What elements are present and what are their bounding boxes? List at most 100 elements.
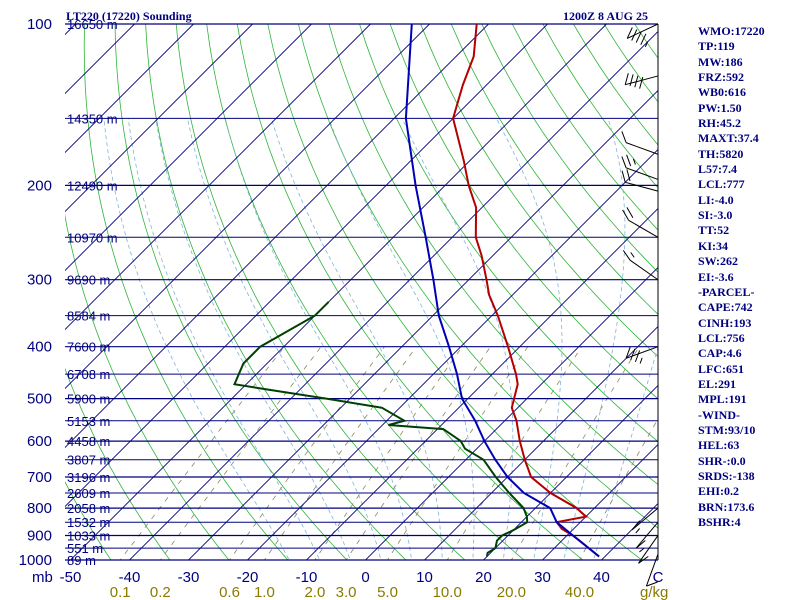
mixing-ratio-tick-label: 2.0 [304, 584, 325, 600]
isotherm-line [65, 24, 371, 331]
index-item: LFC:651 [698, 361, 744, 376]
isotherm-line [65, 24, 489, 449]
index-item: HEL:63 [698, 438, 740, 453]
pressure-tick-label: 200 [27, 177, 52, 194]
wind-barb [621, 154, 659, 180]
index-item: EI:-3.6 [698, 269, 734, 284]
moist-adiabat-line [593, 345, 658, 560]
wind-barbs [621, 23, 659, 587]
mixing-ratio-lines [119, 346, 658, 560]
dry-adiabats [65, 24, 658, 560]
wind-barb-flag [635, 31, 642, 43]
isotherm-line [69, 24, 607, 560]
pressure-tick-label: 600 [27, 433, 52, 450]
pressure-tick-label: 300 [27, 272, 52, 289]
height-label: 5900 m [67, 392, 110, 407]
dry-adiabat-line [328, 24, 658, 486]
temperature-tick-label: -30 [178, 569, 200, 586]
wind-barb-staff [625, 181, 659, 192]
wind-barb [645, 553, 659, 587]
wind-barb-half-flag [630, 252, 635, 258]
height-label: 14350 m [67, 111, 118, 126]
index-item: WB0:616 [698, 85, 746, 100]
wind-barb-flag [626, 154, 632, 167]
mixing-ratio-line [579, 418, 658, 560]
wind-barb-half-flag [639, 547, 645, 553]
isobars [65, 23, 659, 561]
isotherm-line [246, 148, 658, 560]
isotherm-line [364, 266, 658, 560]
index-item: SRDS:-138 [698, 468, 755, 483]
wind-barb-staff [638, 535, 659, 564]
pressure-tick-label: 100 [27, 16, 52, 33]
height-label: 2058 m [67, 501, 110, 516]
index-item: -WIND- [698, 407, 740, 422]
isotherm-line [541, 443, 658, 560]
sounding-profiles [233, 24, 600, 558]
pressure-unit-label: mb [32, 569, 53, 586]
isotherm-line [600, 502, 658, 560]
isotherms [65, 24, 658, 560]
mixing-ratio-tick-label: 3.0 [336, 584, 357, 600]
wind-barb-flag [626, 169, 631, 182]
isotherm-line [305, 207, 658, 560]
height-label: 551 m [67, 541, 103, 556]
wind-barb-flag [624, 73, 629, 85]
wind-barb-flag [635, 540, 646, 549]
index-item: L57:7.4 [698, 162, 737, 177]
wind-barb-flag [621, 131, 627, 143]
index-item: SI:-3.0 [698, 208, 733, 223]
mixing-ratio-line [229, 346, 385, 560]
wind-barb [626, 23, 659, 48]
height-label: 4458 m [67, 434, 110, 449]
height-label: 2609 m [67, 486, 110, 501]
height-label: 1532 m [67, 515, 110, 530]
index-item: MPL:191 [698, 392, 747, 407]
wind-barb-flag [622, 250, 631, 261]
wind-barb-flag [622, 209, 630, 221]
isotherm-line [65, 24, 548, 508]
temperature-tick-label: 10 [416, 569, 433, 586]
wind-barb-staff [629, 259, 659, 281]
moist-adiabat-line [328, 118, 475, 560]
mixing-ratio-tick-label: 1.0 [254, 584, 275, 600]
index-item: RH:45.2 [698, 116, 741, 131]
wind-barb-flag [640, 33, 647, 45]
dry-adiabat-line [298, 24, 658, 529]
wind-barb-flag [626, 27, 633, 39]
wind-barb-flag [646, 581, 658, 587]
dry-adiabat-line [420, 24, 658, 358]
moist-adiabat-line [103, 118, 290, 560]
wind-barb-flag [626, 207, 634, 219]
wind-barb-flag [621, 170, 626, 183]
dry-adiabat-line [65, 481, 112, 560]
mixing-ratio-tick-label: 0.2 [150, 584, 171, 600]
wind-barb-flag [621, 156, 627, 168]
wind-barb-half-flag [632, 158, 636, 165]
wind-barb-flag [625, 346, 631, 359]
wind-barb [625, 346, 659, 364]
index-item: -PARCEL- [698, 284, 755, 299]
isotherm-line [65, 24, 253, 213]
dry-adiabat-line [114, 24, 348, 560]
mixing-ratio-line [345, 346, 491, 560]
parcel-profile-line [404, 24, 600, 558]
mixing-ratio-line [510, 346, 640, 560]
index-item: PW:1.50 [698, 100, 742, 115]
wind-barb-half-flag [639, 357, 643, 364]
temperature-tick-label: -50 [60, 569, 82, 586]
mixing-ratio-tick-label: 0.6 [219, 584, 240, 600]
wind-barb-staff [628, 219, 659, 238]
index-item: LCL:756 [698, 330, 745, 345]
height-label: 1033 m [67, 529, 110, 544]
temperature-tick-label: 30 [534, 569, 551, 586]
temperature-unit-label: C [653, 569, 664, 586]
mixing-ratio-line [159, 346, 322, 560]
wind-barb [621, 169, 659, 192]
wind-barb [638, 535, 659, 564]
height-label: 16650 m [67, 17, 118, 32]
index-item: TH:5820 [698, 146, 744, 161]
valid-time: 1200Z 8 AUG 25 [563, 9, 649, 23]
isotherm-line [423, 325, 658, 560]
